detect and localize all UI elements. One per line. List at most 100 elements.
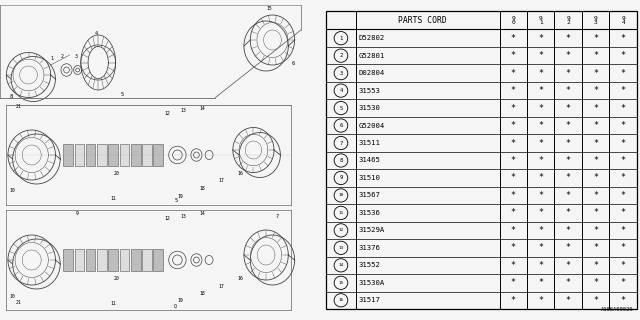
Text: 19: 19	[177, 194, 183, 198]
Text: *: *	[538, 104, 543, 113]
Text: 14: 14	[200, 106, 205, 111]
Text: 18: 18	[200, 291, 205, 296]
Text: 17: 17	[219, 284, 225, 289]
Text: *: *	[621, 104, 626, 113]
Text: 5: 5	[120, 92, 124, 97]
Text: *: *	[621, 278, 626, 287]
Text: *: *	[566, 86, 571, 95]
Text: *: *	[511, 86, 516, 95]
Text: 31511: 31511	[358, 140, 381, 146]
Polygon shape	[108, 249, 118, 271]
Text: *: *	[621, 296, 626, 305]
Polygon shape	[97, 144, 107, 166]
Text: 19: 19	[177, 299, 183, 303]
Text: *: *	[566, 243, 571, 252]
Text: 6: 6	[339, 123, 342, 128]
Text: *: *	[538, 261, 543, 270]
Text: *: *	[538, 51, 543, 60]
Text: *: *	[566, 156, 571, 165]
Text: 2: 2	[60, 53, 63, 59]
Text: 16: 16	[339, 298, 344, 302]
Polygon shape	[97, 249, 107, 271]
Text: *: *	[538, 139, 543, 148]
Text: 31529A: 31529A	[358, 228, 385, 233]
Text: *: *	[593, 296, 598, 305]
Text: *: *	[621, 51, 626, 60]
Text: *: *	[538, 278, 543, 287]
Text: 14: 14	[339, 263, 344, 267]
Text: 9
2: 9 2	[566, 16, 570, 25]
Text: 31567: 31567	[358, 192, 381, 198]
Text: *: *	[511, 226, 516, 235]
Text: *: *	[511, 296, 516, 305]
Text: *: *	[538, 296, 543, 305]
Text: 20: 20	[114, 276, 120, 281]
Polygon shape	[63, 144, 73, 166]
Text: 9
1: 9 1	[539, 16, 543, 25]
Text: 11: 11	[111, 301, 116, 306]
Text: *: *	[538, 173, 543, 182]
Text: *: *	[566, 51, 571, 60]
Text: *: *	[511, 156, 516, 165]
Text: *: *	[511, 243, 516, 252]
Polygon shape	[154, 144, 163, 166]
Text: *: *	[511, 173, 516, 182]
Text: 15: 15	[266, 6, 272, 11]
Text: *: *	[593, 173, 598, 182]
Polygon shape	[120, 144, 129, 166]
Text: *: *	[593, 51, 598, 60]
Text: *: *	[621, 139, 626, 148]
Text: *: *	[566, 139, 571, 148]
Text: *: *	[566, 121, 571, 130]
Text: G52801: G52801	[358, 53, 385, 59]
Polygon shape	[120, 249, 129, 271]
Text: *: *	[621, 34, 626, 43]
Text: 1: 1	[51, 56, 54, 61]
Text: 31536: 31536	[358, 210, 381, 216]
Text: *: *	[593, 139, 598, 148]
Text: *: *	[566, 173, 571, 182]
Text: 31530A: 31530A	[358, 280, 385, 286]
Text: 3: 3	[74, 53, 77, 59]
Text: *: *	[621, 191, 626, 200]
Text: D02804: D02804	[358, 70, 385, 76]
Text: 31510: 31510	[358, 175, 381, 181]
Text: *: *	[511, 104, 516, 113]
Text: *: *	[538, 226, 543, 235]
Text: *: *	[538, 86, 543, 95]
Text: *: *	[511, 208, 516, 217]
Text: D52802: D52802	[358, 35, 385, 41]
Polygon shape	[86, 144, 95, 166]
Text: 31465: 31465	[358, 157, 381, 164]
Text: 14: 14	[200, 211, 205, 216]
Text: *: *	[511, 191, 516, 200]
Text: *: *	[593, 86, 598, 95]
Text: *: *	[593, 104, 598, 113]
Polygon shape	[131, 249, 141, 271]
Text: *: *	[566, 104, 571, 113]
Text: 21: 21	[16, 300, 22, 305]
Text: 15: 15	[339, 281, 344, 285]
Polygon shape	[75, 144, 84, 166]
Text: *: *	[511, 51, 516, 60]
Text: Q: Q	[174, 303, 177, 308]
Text: *: *	[538, 34, 543, 43]
Text: *: *	[621, 208, 626, 217]
Text: *: *	[593, 68, 598, 78]
Text: *: *	[566, 226, 571, 235]
Polygon shape	[142, 144, 152, 166]
Text: 11: 11	[111, 196, 116, 201]
Text: *: *	[621, 121, 626, 130]
Polygon shape	[142, 249, 152, 271]
Text: 2: 2	[339, 53, 342, 58]
Text: *: *	[593, 278, 598, 287]
Text: *: *	[593, 243, 598, 252]
Text: *: *	[511, 278, 516, 287]
Text: PARTS CORD: PARTS CORD	[398, 16, 447, 25]
Polygon shape	[75, 249, 84, 271]
Text: *: *	[538, 243, 543, 252]
Text: *: *	[593, 261, 598, 270]
Text: 1: 1	[339, 36, 342, 41]
Text: *: *	[566, 261, 571, 270]
Text: *: *	[621, 173, 626, 182]
